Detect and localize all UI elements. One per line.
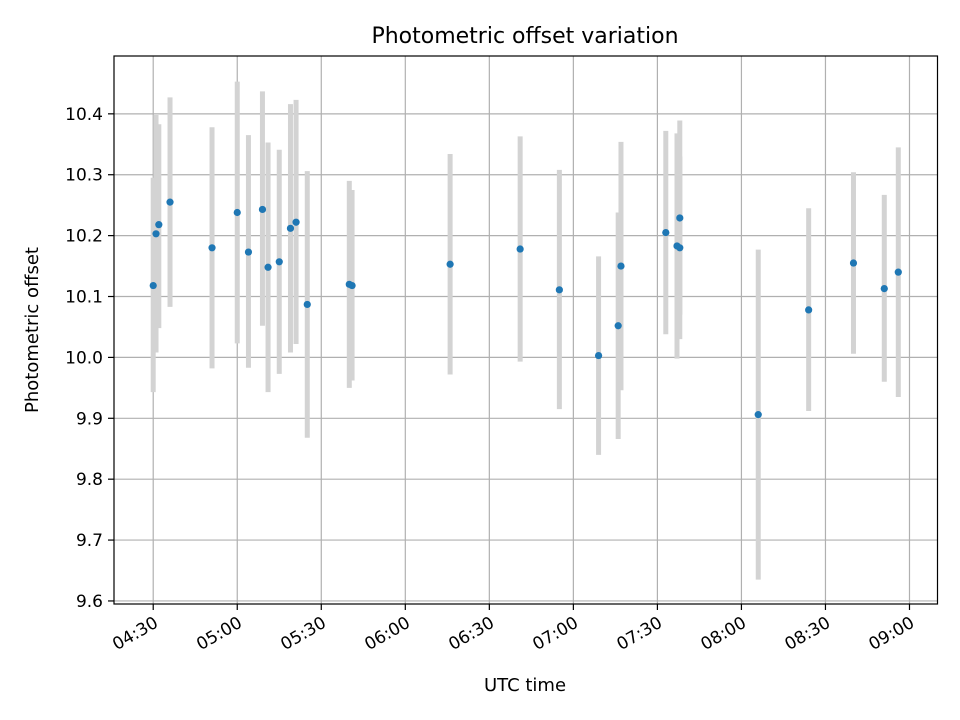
y-tick-label: 10.0 (65, 348, 103, 368)
data-point (880, 284, 888, 293)
data-point (275, 258, 283, 266)
data-point (303, 300, 311, 309)
data-point (676, 244, 684, 252)
y-tick-label: 9.7 (76, 531, 103, 551)
data-point (617, 262, 625, 270)
data-point (348, 281, 356, 290)
data-point (264, 263, 272, 271)
y-tick-label: 10.3 (65, 166, 103, 186)
data-point (555, 286, 563, 294)
data-point (849, 259, 858, 267)
y-tick-label: 10.1 (65, 288, 103, 308)
data-point (155, 221, 163, 229)
data-point (166, 198, 174, 206)
data-point (286, 224, 295, 232)
data-point (244, 248, 253, 256)
grid (114, 56, 938, 604)
data-point (662, 228, 670, 237)
y-tick-label: 10.2 (65, 227, 103, 247)
chart-title: Photometric offset variation (371, 24, 678, 49)
data-point (208, 244, 216, 252)
data-points (149, 198, 902, 419)
y-axis-label: Photometric offset (22, 247, 43, 413)
data-point (516, 245, 524, 253)
data-point (258, 205, 267, 214)
data-point (152, 230, 160, 238)
data-point (233, 208, 241, 217)
y-tick-label: 10.4 (65, 105, 103, 125)
y-tick-label: 9.8 (76, 470, 103, 490)
data-point (754, 411, 762, 419)
data-point (894, 268, 902, 276)
data-point (805, 306, 813, 314)
y-axis-ticks: 9.6 9.7 9.8 9.9 10.0 10.1 10.2 10.3 10.4 (65, 105, 114, 612)
data-point (292, 218, 300, 226)
data-point (676, 214, 684, 222)
data-point (446, 260, 454, 268)
plot-frame (113, 55, 939, 605)
data-point (594, 351, 603, 360)
data-point (149, 281, 157, 290)
x-axis-label: UTC time (484, 675, 566, 696)
y-tick-label: 9.6 (76, 592, 103, 612)
data-point (614, 322, 622, 330)
y-tick-label: 9.9 (76, 409, 103, 429)
